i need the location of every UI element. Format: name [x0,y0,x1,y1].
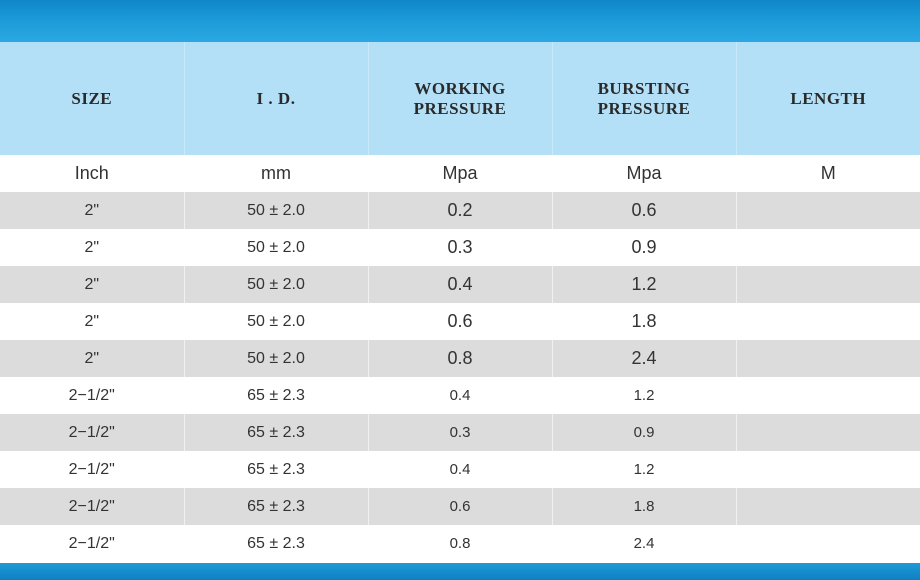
cell-id: 65 ± 2.3 [184,414,369,451]
table-row: 2" 50 ± 2.0 0.3 0.9 [0,229,920,266]
table-row: 2−1/2" 65 ± 2.3 0.3 0.9 [0,414,920,451]
cell-size: 2−1/2" [0,488,185,525]
table-row: 2" 50 ± 2.0 0.6 1.8 [0,303,920,340]
cell-id: 65 ± 2.3 [184,377,369,414]
cell-working-pressure: 0.8 [368,340,553,377]
cell-id: 65 ± 2.3 [184,451,369,488]
cell-id: 50 ± 2.0 [184,340,369,377]
cell-working-pressure: 0.6 [368,488,553,525]
cell-working-pressure: 0.4 [368,451,553,488]
cell-id: 65 ± 2.3 [184,525,369,562]
cell-bursting-pressure: 2.4 [552,525,737,562]
cell-bursting-pressure: 1.2 [552,451,737,488]
cell-size: 2" [0,266,185,303]
cell-length [736,192,920,229]
table-row: 2−1/2" 65 ± 2.3 0.4 1.2 [0,377,920,414]
cell-bursting-pressure: 1.8 [552,488,737,525]
cell-id: 50 ± 2.0 [184,192,369,229]
cell-working-pressure: 0.4 [368,266,553,303]
cell-bursting-pressure: 1.2 [552,266,737,303]
cell-bursting-pressure: 0.9 [552,229,737,266]
cell-working-pressure: 0.2 [368,192,553,229]
cell-size: 2" [0,303,185,340]
cell-working-pressure: 0.6 [368,303,553,340]
header-row: SIZE I . D. WORKING PRESSURE BURSTING PR… [0,42,920,155]
table-row: 2−1/2" 65 ± 2.3 0.8 2.4 [0,525,920,562]
cell-length [736,451,920,488]
top-blue-band [0,0,920,42]
header-id: I . D. [184,42,369,155]
header-length: LENGTH [790,88,867,108]
cell-length [736,377,920,414]
cell-size: 2" [0,229,185,266]
cell-length [736,266,920,303]
header-bursting-pressure: BURSTING PRESSURE [552,42,737,155]
table-row: 2−1/2" 65 ± 2.3 0.6 1.8 [0,488,920,525]
cell-length [736,340,920,377]
cell-size: 2−1/2" [0,525,185,562]
table-header: SIZE I . D. WORKING PRESSURE BURSTING PR… [0,42,920,155]
cell-size: 2" [0,340,185,377]
table-row: 2" 50 ± 2.0 0.4 1.2 [0,266,920,303]
cell-id: 50 ± 2.0 [184,266,369,303]
cell-length [736,414,920,451]
cell-bursting-pressure: 1.8 [552,303,737,340]
header-working-pressure: WORKING PRESSURE [368,42,553,155]
cell-working-pressure: 0.3 [368,229,553,266]
table-row: 2" 50 ± 2.0 0.8 2.4 [0,340,920,377]
header-size: SIZE [0,42,185,155]
cell-size: 2−1/2" [0,451,185,488]
cell-bursting-pressure: 1.2 [552,377,737,414]
units-row: Inch mm Mpa Mpa M [0,155,920,192]
cell-id: 65 ± 2.3 [184,488,369,525]
cell-size: 2−1/2" [0,414,185,451]
cell-working-pressure: 0.8 [368,525,553,562]
cell-id: 50 ± 2.0 [184,229,369,266]
unit-id: mm [184,155,369,192]
cell-length [736,525,920,562]
hose-spec-table: SIZE I . D. WORKING PRESSURE BURSTING PR… [0,42,920,562]
cell-id: 50 ± 2.0 [184,303,369,340]
cell-working-pressure: 0.4 [368,377,553,414]
cell-size: 2−1/2" [0,377,185,414]
table-body: Inch mm Mpa Mpa M 2" 50 ± 2.0 0.2 0.6 2" 50 ±… [0,155,920,562]
unit-working-pressure: Mpa [368,155,553,192]
table-row: 2" 50 ± 2.0 0.2 0.6 [0,192,920,229]
cell-bursting-pressure: 0.9 [552,414,737,451]
table-row: 2−1/2" 65 ± 2.3 0.4 1.2 [0,451,920,488]
unit-bursting-pressure: Mpa [552,155,737,192]
bottom-blue-band [0,563,920,580]
cell-length [736,488,920,525]
cell-bursting-pressure: 2.4 [552,340,737,377]
cell-length [736,303,920,340]
cell-bursting-pressure: 0.6 [552,192,737,229]
unit-size: Inch [0,155,185,192]
unit-length: M [820,163,836,183]
cell-size: 2" [0,192,185,229]
cell-working-pressure: 0.3 [368,414,553,451]
cell-length [736,229,920,266]
